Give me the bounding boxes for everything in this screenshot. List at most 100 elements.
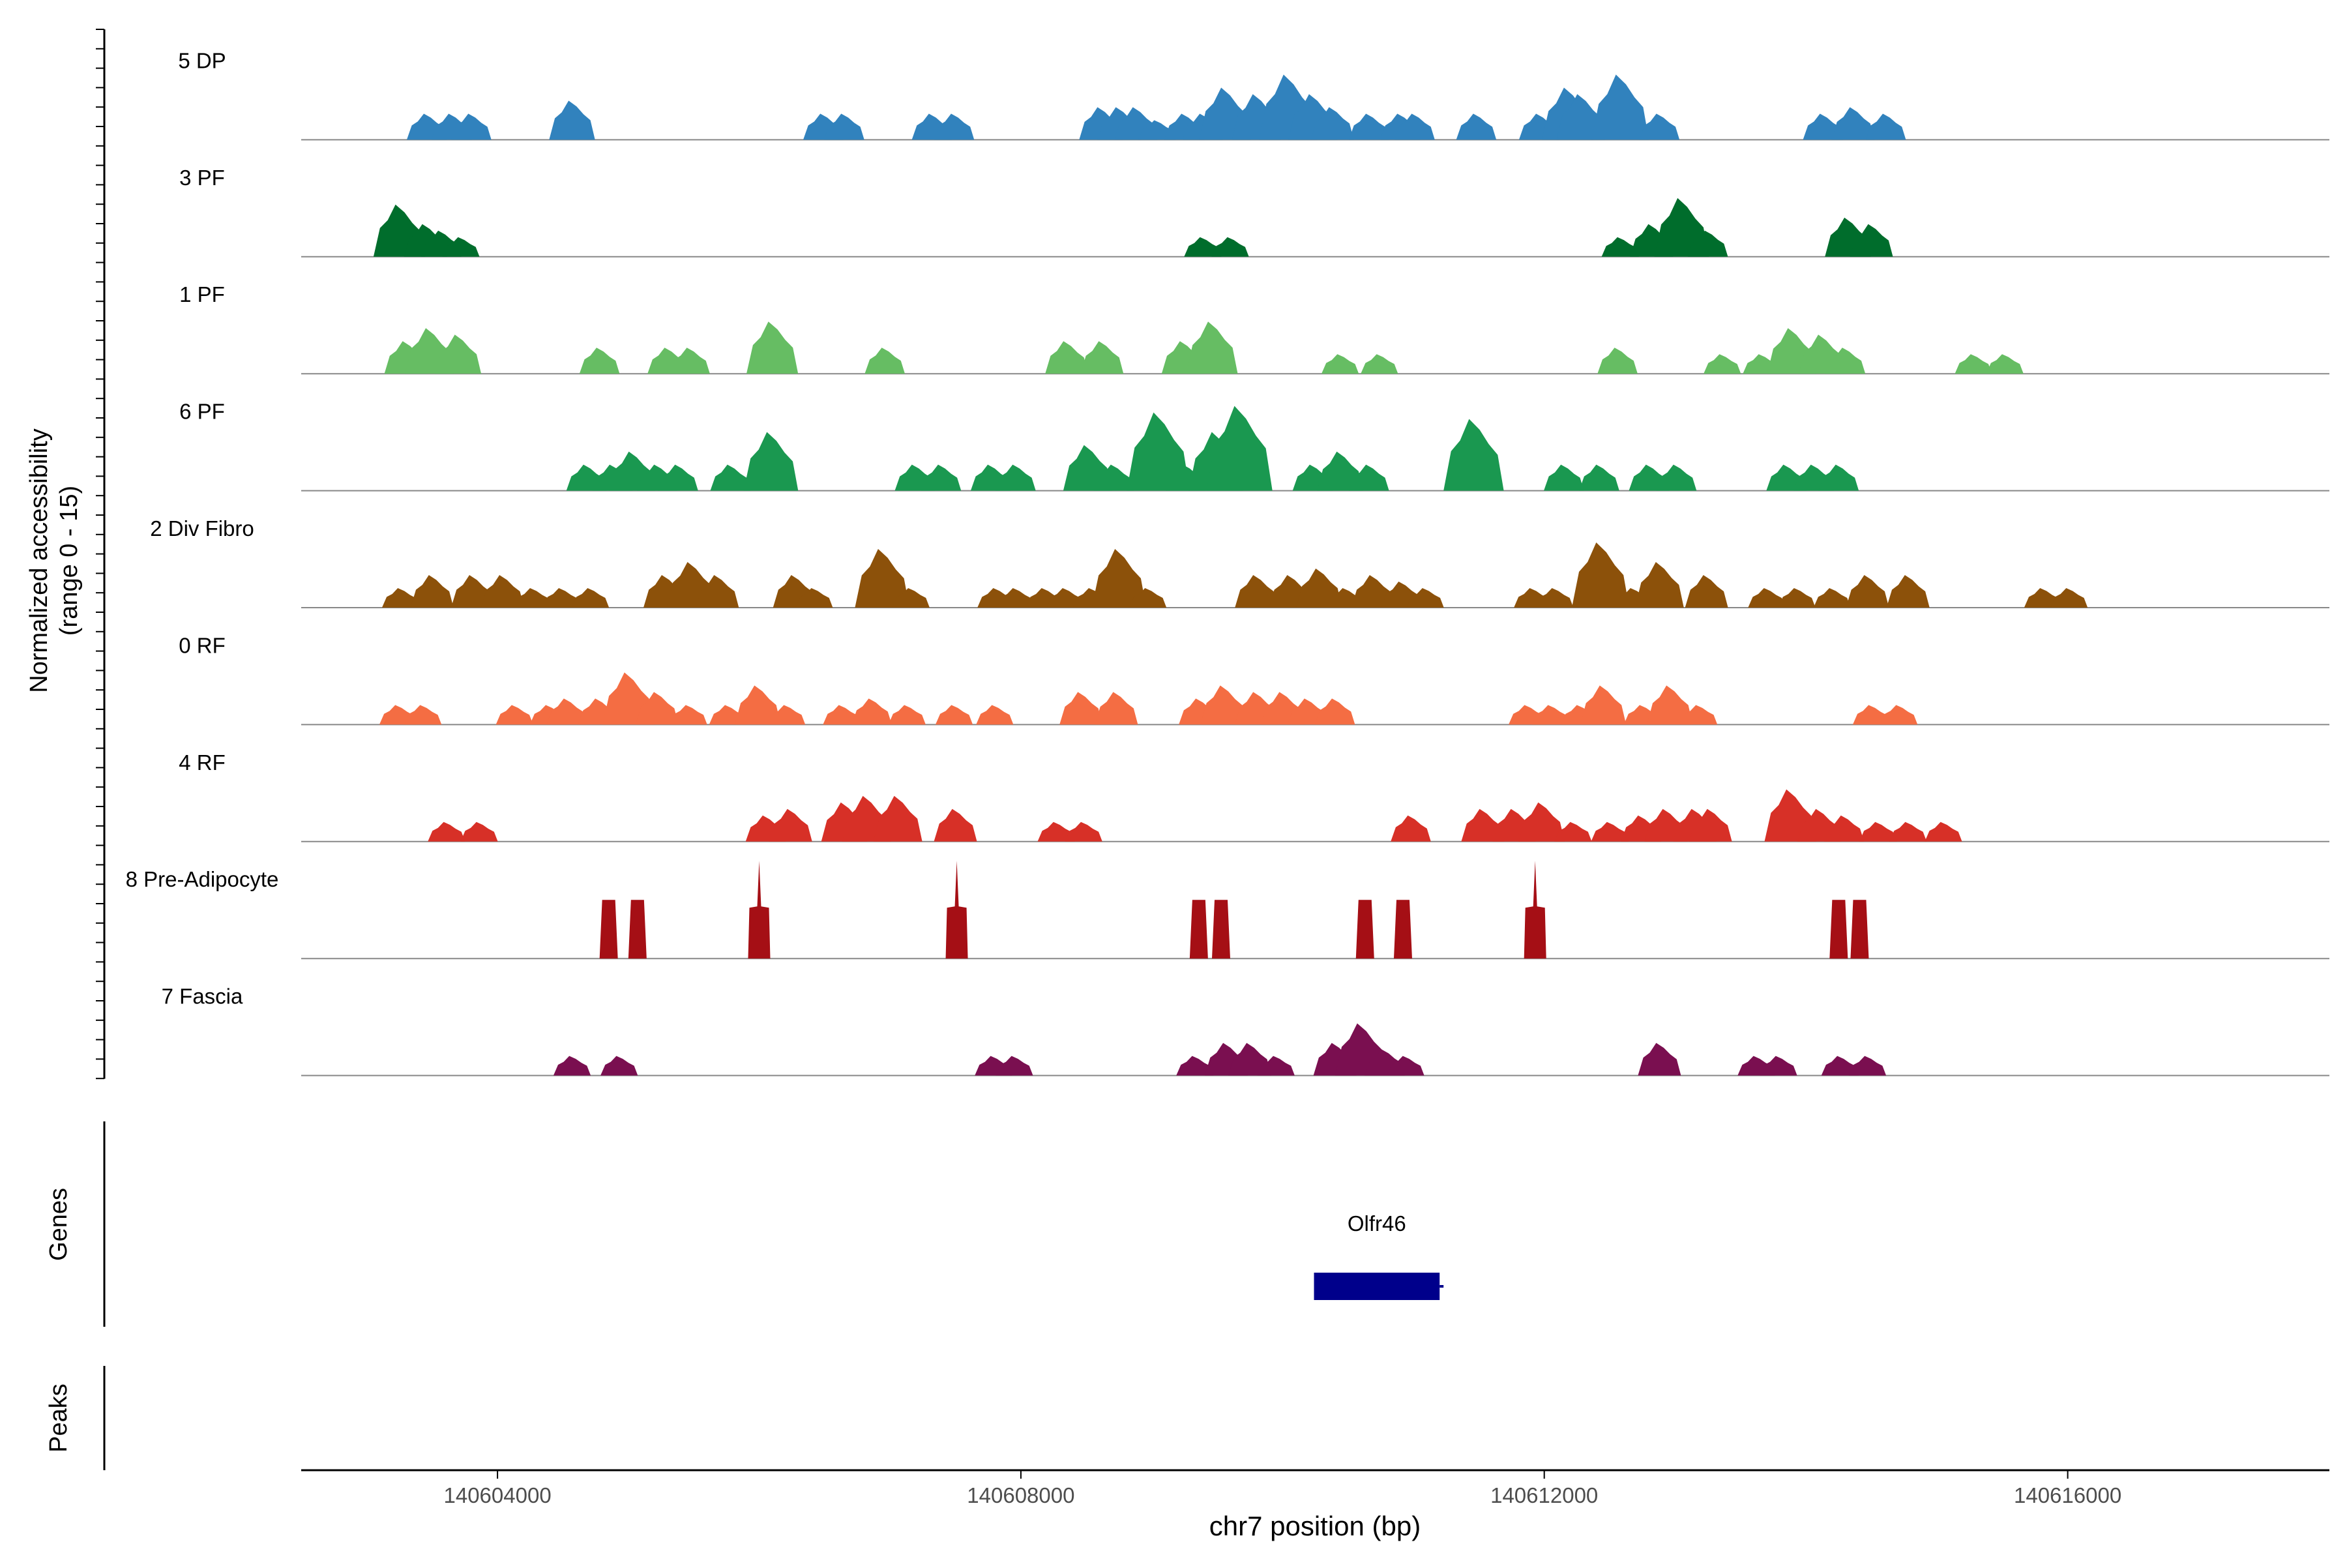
coverage-peak [1314,698,1355,725]
coverage-peak [1647,685,1693,725]
coverage-peak [1818,464,1859,491]
coverage-peak [1544,464,1584,491]
coverage-peak [1235,575,1278,608]
genes-panel-label: Genes [45,1188,72,1261]
coverage-peak [1310,107,1354,140]
coverage-peak [855,549,909,608]
coverage-peak [1351,575,1395,608]
coverage-peak [873,795,923,842]
coverage-peak [1687,230,1728,257]
coverage-peak [1518,802,1565,842]
coverage-peak [1189,900,1208,959]
coverage-tracks: 5 DP 3 PF 1 PF 6 PF 2 Div Fibro 0 RF 4 RF 8 Pre… [126,48,2329,1076]
coverage-peak [670,348,710,374]
coverage-peak [435,334,482,374]
coverage-peak [1443,419,1504,491]
coverage-peak [1601,237,1639,257]
coverage-peak [1925,821,1962,842]
coverage-peak [1556,94,1606,140]
track-label: 7 Fascia [162,984,243,1009]
y-axis-label-range: (range 0 - 15) [55,486,83,636]
coverage-peak [1852,705,1891,725]
coverage-peak [1395,113,1435,140]
coverage-peak [795,588,833,608]
coverage-peak [410,575,454,608]
track-2-div-fibro: 2 Div Fibro [150,516,2329,608]
coverage-peak [1986,354,2024,374]
coverage-peak [542,588,580,608]
coverage-peak [892,588,930,608]
coverage-peak [1355,900,1374,959]
coverage-y-axis [96,29,106,1080]
coverage-peak [1597,348,1638,374]
coverage-peak [1823,815,1865,842]
track-5-dp: 5 DP [178,48,2329,141]
coverage-peak [1825,348,1866,374]
coverage-peak [1813,588,1851,608]
coverage-peak [1524,861,1546,959]
track-label: 4 RF [179,750,226,775]
track-label: 8 Pre-Adipocyte [126,867,279,891]
coverage-peak [1886,575,1930,608]
coverage-peak [710,464,751,491]
coverage-peak [888,705,926,725]
coverage-peak [1093,464,1134,491]
track-label: 5 DP [178,48,226,72]
coverage-peak [2050,588,2088,608]
coverage-peak [824,113,864,140]
coverage-peak [1850,224,1893,257]
coverage-peak [1206,406,1273,491]
coverage-peak [600,1056,638,1076]
coverage-peak [442,237,480,257]
x-tick-label: 140604000 [444,1483,552,1507]
gene-track: Olfr46 [1314,1211,1444,1300]
coverage-peak [1091,549,1147,608]
track-4-rf: 4 RF [179,750,2329,842]
track-label: 2 Div Fibro [150,516,254,540]
coverage-peak [1656,464,1697,491]
track-0-rf: 0 RF [179,633,2329,726]
coverage-peak [1803,113,1844,140]
coverage-peak [1317,451,1363,491]
coverage-peak [1554,821,1592,842]
coverage-peak [2024,588,2061,608]
coverage-peak [743,432,799,491]
coverage-peak [1829,900,1848,959]
coverage-peak [769,808,812,842]
gene-body [1314,1273,1440,1300]
coverage-peak [1228,1043,1272,1076]
coverage-peak [1748,588,1786,608]
coverage-peak [851,698,892,725]
track-6-pf: 6 PF [179,400,2329,492]
coverage-peak [864,348,905,374]
coverage-peak [1536,588,1574,608]
coverage-peak [1046,588,1084,608]
coverage-peak [450,575,494,608]
coverage-peak [1080,341,1124,374]
coverage-peak [1184,237,1222,257]
coverage-peak [1579,464,1619,491]
track-label: 3 PF [179,166,225,190]
coverage-peak [1689,808,1732,842]
coverage-peak [1859,821,1897,842]
coverage-peak [404,705,442,725]
coverage-peak [1349,464,1389,491]
coverage-peak [1635,562,1684,608]
coverage-peak [1095,692,1138,725]
coverage-peak [1680,705,1718,725]
coverage-peak [1127,412,1190,491]
coverage-peak [1186,321,1238,374]
coverage-peak [658,464,698,491]
x-tick-label: 140616000 [2014,1483,2121,1507]
coverage-peak [935,705,973,725]
coverage-peak [921,464,962,491]
coverage-peak [670,705,707,725]
coverage-peak [1296,569,1342,608]
coverage-peak [768,705,806,725]
coverage-peak [514,588,552,608]
track-label: 6 PF [179,400,225,424]
coverage-peak [996,1056,1033,1076]
coverage-peak [1257,1056,1295,1076]
coverage-peak [628,900,647,959]
